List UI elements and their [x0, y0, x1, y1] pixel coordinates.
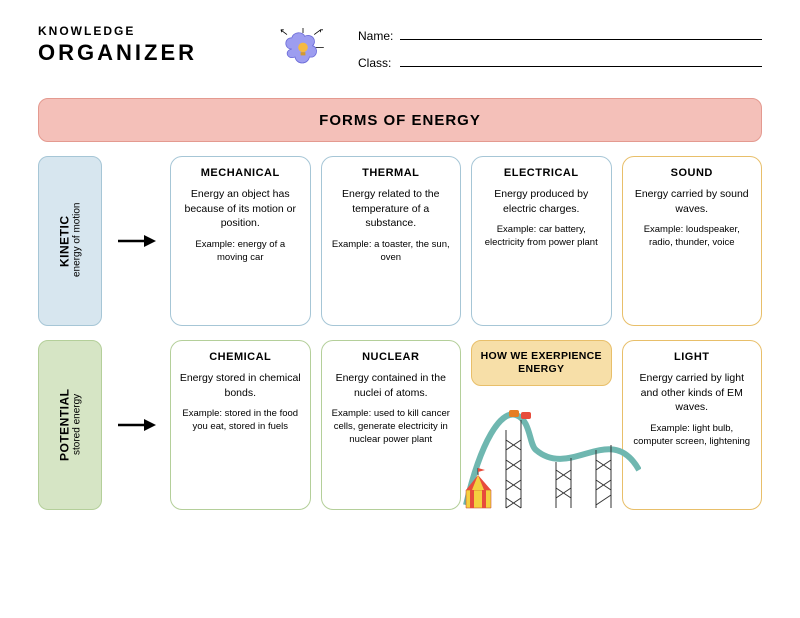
card-desc: Energy contained in the nuclei of atoms.	[330, 371, 453, 400]
class-input-line[interactable]	[400, 53, 762, 67]
knowledge-label: KNOWLEDGE	[38, 24, 248, 38]
arrow-right-icon	[116, 232, 156, 250]
card-nuclear: NUCLEAR Energy contained in the nuclei o…	[321, 340, 462, 510]
card-example: Example: loudspeaker, radio, thunder, vo…	[631, 224, 754, 250]
arrow-right-icon	[116, 416, 156, 434]
card-chemical: CHEMICAL Energy stored in chemical bonds…	[170, 340, 311, 510]
card-desc: Energy related to the temperature of a s…	[330, 187, 453, 231]
card-example: Example: light bulb, computer screen, li…	[631, 423, 754, 449]
card-title: SOUND	[671, 167, 713, 179]
card-title: LIGHT	[674, 351, 710, 363]
kinetic-subtitle: energy of motion	[72, 203, 83, 278]
name-row: Name:	[358, 26, 762, 43]
organizer-title: ORGANIZER	[38, 40, 248, 66]
card-thermal: THERMAL Energy related to the temperatur…	[321, 156, 462, 326]
header-left: KNOWLEDGE ORGANIZER	[38, 24, 248, 66]
brain-icon-wrap	[258, 24, 348, 74]
card-sound: SOUND Energy carried by sound waves. Exa…	[622, 156, 763, 326]
card-example: Example: energy of a moving car	[179, 239, 302, 265]
card-desc: Energy an object has because of its moti…	[179, 187, 302, 231]
card-desc: Energy produced by electric charges.	[480, 187, 603, 216]
name-label: Name:	[358, 29, 400, 43]
name-input-line[interactable]	[400, 26, 762, 40]
forms-of-energy-title: FORMS OF ENERGY	[38, 98, 762, 142]
card-electrical: ELECTRICAL Energy produced by electric c…	[471, 156, 612, 326]
card-title: MECHANICAL	[201, 167, 280, 179]
card-mechanical: MECHANICAL Energy an object has because …	[170, 156, 311, 326]
kinetic-label: KINETIC energy of motion	[38, 156, 102, 326]
student-fields: Name: Class:	[358, 24, 762, 80]
energy-grid: KINETIC energy of motion MECHANICAL Ener…	[38, 156, 762, 510]
card-title: NUCLEAR	[362, 351, 419, 363]
potential-name: POTENTIAL	[58, 389, 72, 462]
card-title: THERMAL	[362, 167, 419, 179]
card-title: ELECTRICAL	[504, 167, 579, 179]
card-desc: Energy carried by sound waves.	[631, 187, 754, 216]
card-light: LIGHT Energy carried by light and other …	[622, 340, 763, 510]
card-desc: Energy carried by light and other kinds …	[631, 371, 754, 415]
class-row: Class:	[358, 53, 762, 70]
potential-label: POTENTIAL stored energy	[38, 340, 102, 510]
experience-badge: HOW WE EXERPIENCE ENERGY	[471, 340, 612, 386]
potential-arrow-cell	[112, 340, 160, 510]
kinetic-arrow-cell	[112, 156, 160, 326]
card-example: Example: car battery, electricity from p…	[480, 224, 603, 250]
card-title: CHEMICAL	[209, 351, 271, 363]
class-label: Class:	[358, 56, 400, 70]
card-example: Example: a toaster, the sun, oven	[330, 239, 453, 265]
rollercoaster-icon	[461, 390, 641, 510]
experience-cell: HOW WE EXERPIENCE ENERGY	[471, 340, 612, 510]
card-example: Example: stored in the food you eat, sto…	[179, 408, 302, 434]
header: KNOWLEDGE ORGANIZER Name: Class:	[38, 24, 762, 80]
potential-subtitle: stored energy	[72, 393, 83, 454]
kinetic-name: KINETIC	[58, 215, 72, 267]
card-example: Example: used to kill cancer cells, gene…	[330, 408, 453, 446]
brain-lightbulb-icon	[279, 28, 327, 70]
card-desc: Energy stored in chemical bonds.	[179, 371, 302, 400]
